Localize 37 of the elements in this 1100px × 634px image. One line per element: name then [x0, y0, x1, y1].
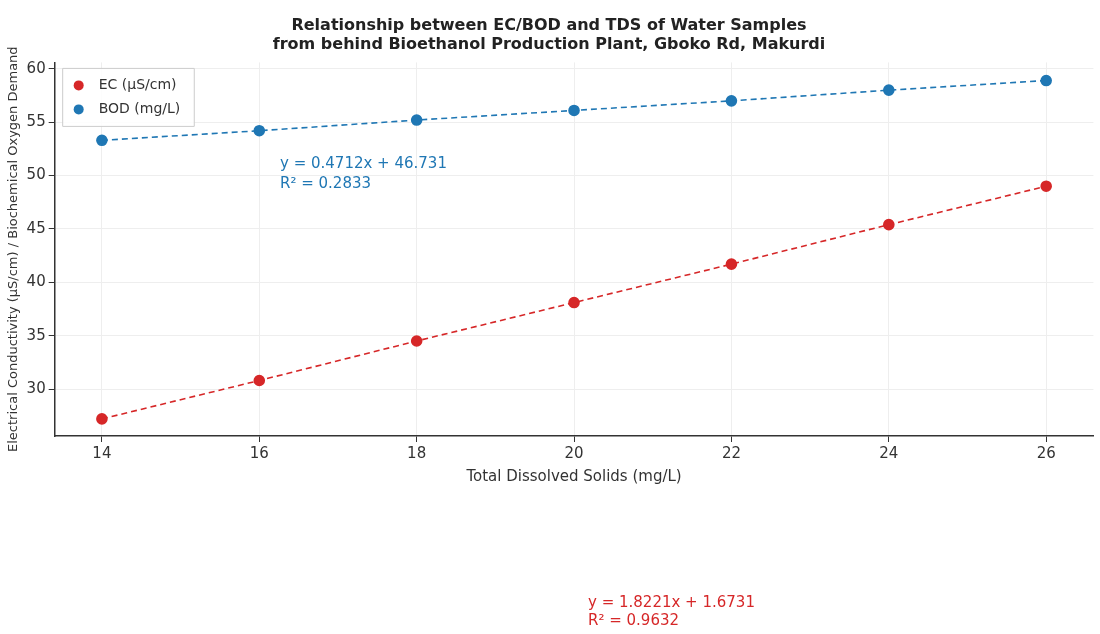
x-tick-label: 16: [249, 443, 269, 462]
x-tick-label: 26: [1036, 443, 1056, 462]
point: [1040, 180, 1052, 193]
point: [96, 413, 108, 425]
point: [1040, 74, 1052, 87]
y-axis-title: Electrical Conductivity (µS/cm) / Biochemical Oxygen Demand: [5, 46, 21, 452]
x-tick-label: 24: [879, 443, 899, 462]
text: y = 1.8221x + 1.6731: [588, 592, 755, 611]
point: [568, 296, 580, 309]
y-tick-label: 35: [26, 325, 46, 344]
chart-title: Relationship between EC/BOD and TDS of Water Samples from behind Bioethanol Production Plant, Gboko Rd, Makurdi: [272, 14, 826, 53]
point: [410, 114, 423, 126]
legend-label: EC (µS/cm): [98, 76, 177, 93]
point: [253, 124, 266, 137]
y-tick-label: 40: [26, 272, 46, 291]
x-tick-label: 20: [564, 443, 584, 462]
point: [725, 95, 738, 107]
y-tick-label: 50: [26, 165, 46, 184]
x-axis-title: Total Dissolved Solids (mg/L): [465, 466, 682, 485]
point: [883, 84, 895, 96]
point: [96, 134, 108, 147]
x-tick-label: 18: [407, 443, 427, 462]
annotation: y = 0.4712x + 46.731: [280, 153, 447, 172]
annotation: R² = 0.2833: [280, 173, 372, 192]
text: R² = 0.9632: [588, 610, 680, 629]
y-tick-label: 45: [26, 218, 46, 237]
point: [568, 104, 580, 117]
y-tick-label: 55: [26, 112, 46, 131]
x-tick-label: 14: [92, 443, 112, 462]
point: [725, 258, 738, 270]
y-tick-label: 60: [26, 58, 46, 77]
y-tick-label: 30: [26, 378, 46, 397]
point: [410, 335, 423, 347]
point: [253, 374, 266, 387]
point: [883, 218, 895, 231]
x-tick-label: 22: [721, 443, 741, 462]
legend-label: BOD (mg/L): [98, 100, 181, 117]
